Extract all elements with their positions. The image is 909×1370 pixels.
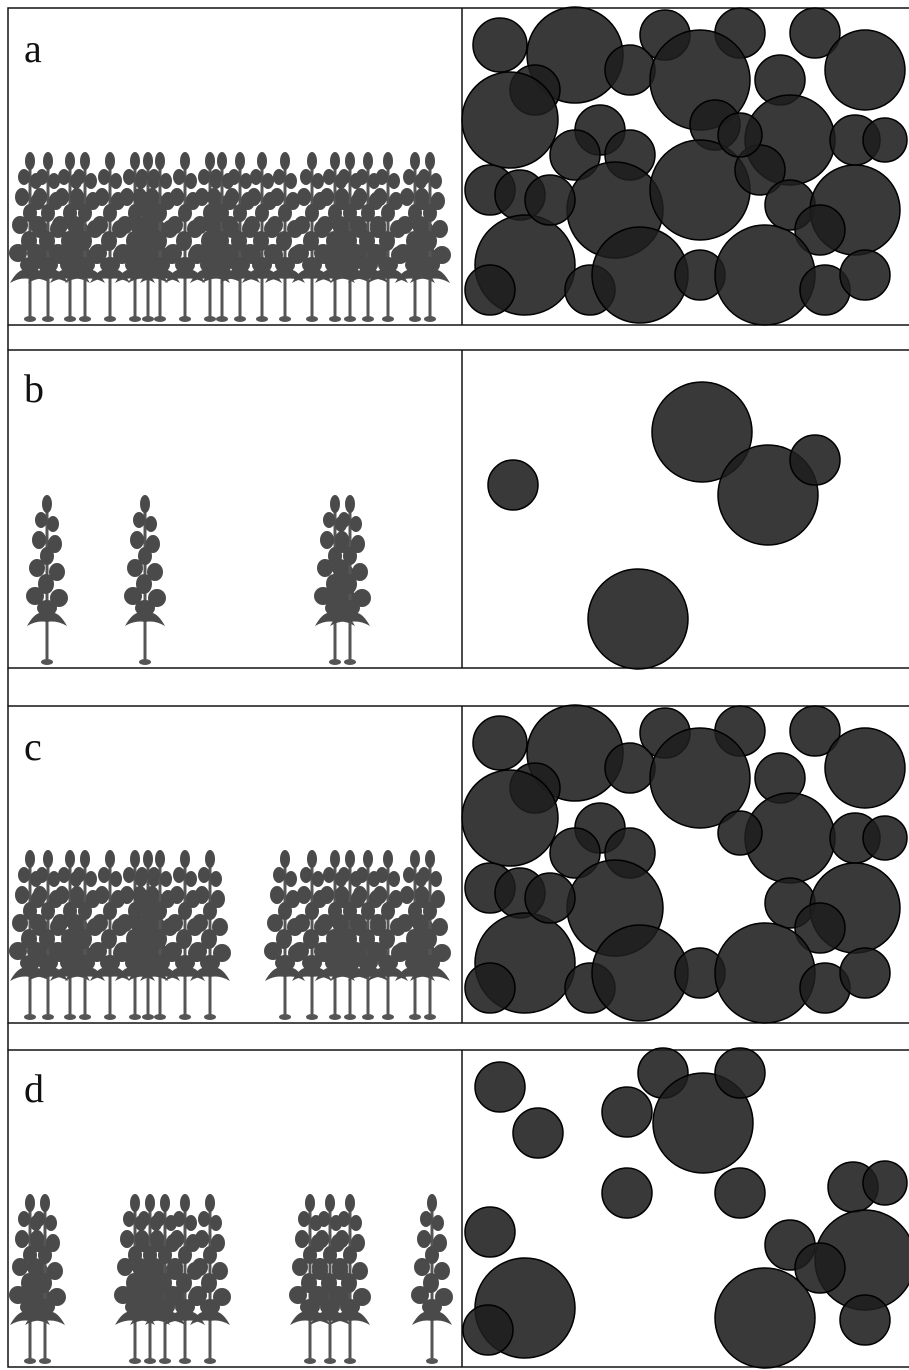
crown [592, 925, 688, 1021]
crown [605, 45, 655, 95]
crown [715, 1268, 815, 1368]
crown [513, 1108, 563, 1158]
crown [840, 948, 890, 998]
figure: a b c d [0, 0, 909, 1370]
crown [588, 569, 688, 669]
crown [605, 743, 655, 793]
tree [264, 850, 306, 1020]
panel-label: c [24, 724, 42, 769]
page: {"panels": [{"label": "a"}, {"label": "b… [0, 0, 909, 1370]
crown [715, 1048, 765, 1098]
crown [602, 1168, 652, 1218]
crown [863, 118, 907, 162]
crown [465, 963, 515, 1013]
crown [718, 811, 762, 855]
panel-label: a [24, 26, 42, 71]
crown [473, 716, 527, 770]
crown [465, 265, 515, 315]
crown [715, 225, 815, 325]
crown [863, 816, 907, 860]
crown [825, 30, 905, 110]
tree [411, 1194, 453, 1364]
tree [124, 495, 166, 665]
crown [863, 1161, 907, 1205]
crown [840, 250, 890, 300]
crown [475, 1062, 525, 1112]
crown [790, 435, 840, 485]
crown [592, 227, 688, 323]
crown [462, 770, 558, 866]
crown [602, 1087, 652, 1137]
crown [525, 873, 575, 923]
crown [825, 728, 905, 808]
crown [715, 923, 815, 1023]
crown [465, 1207, 515, 1257]
crown [525, 175, 575, 225]
crown [715, 1168, 765, 1218]
panel-label: b [24, 366, 44, 411]
crown [840, 1295, 890, 1345]
tree [26, 495, 68, 665]
crown [463, 1305, 513, 1355]
crown [488, 460, 538, 510]
crown [462, 72, 558, 168]
panel-label: d [24, 1066, 44, 1111]
crown [718, 113, 762, 157]
crown [473, 18, 527, 72]
